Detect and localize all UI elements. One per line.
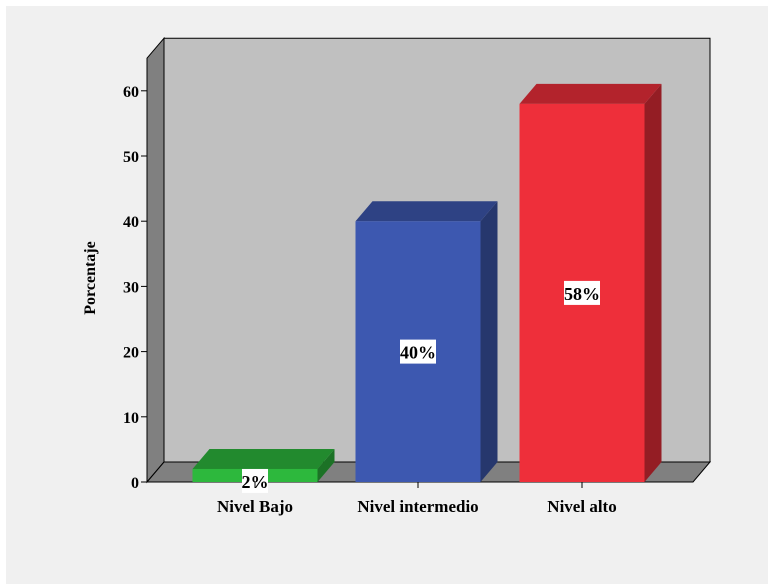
y-axis-title: Porcentaje	[82, 241, 99, 314]
data-label-text: 58%	[564, 284, 600, 304]
side-wall	[146, 36, 165, 484]
x-category-label: Nivel alto	[547, 497, 616, 516]
bar-side	[644, 83, 662, 482]
data-label-text: 40%	[400, 343, 436, 363]
bar-top	[519, 83, 662, 104]
bar-1: 2%	[192, 448, 335, 493]
x-category-label: Nivel intermedio	[357, 497, 478, 516]
data-label-text: 2%	[242, 472, 269, 492]
bar-2: 40%	[355, 201, 498, 482]
x-axis: Nivel Bajo Nivel intermedio Nivel alto	[217, 482, 617, 516]
data-label-box	[564, 280, 600, 305]
y-tick-label: 40	[123, 214, 139, 231]
data-label: 2%	[242, 468, 269, 493]
y-tick-label: 10	[123, 410, 139, 427]
y-tick-label: 50	[123, 149, 139, 166]
x-category-label: Nivel Bajo	[217, 497, 293, 516]
y-tick-label: 20	[123, 345, 139, 362]
y-tick-label: 30	[123, 279, 139, 296]
y-tick-label: 60	[123, 84, 139, 101]
bar-top	[192, 448, 335, 469]
data-label: 40%	[400, 339, 436, 364]
bars: 2% 40% 58%	[192, 83, 662, 493]
data-label-box	[400, 339, 436, 364]
bar-side	[480, 201, 498, 482]
data-label: 58%	[564, 280, 600, 305]
data-label-box	[242, 468, 268, 493]
bar-3: 58%	[519, 83, 662, 482]
bar-top	[355, 201, 498, 222]
bar-side	[317, 448, 335, 482]
y-tick-label: 0	[131, 475, 139, 492]
